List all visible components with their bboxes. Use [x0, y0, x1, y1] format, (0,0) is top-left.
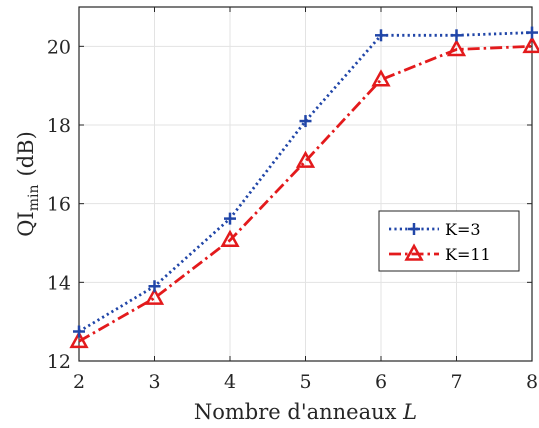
data-point-plus	[73, 325, 85, 338]
x-tick-label: 7	[450, 371, 462, 393]
series-K=11	[69, 35, 539, 349]
y-axis-label-subscript: min	[26, 184, 42, 211]
legend-label: K=11	[445, 245, 491, 264]
data-point-plus	[450, 29, 463, 42]
data-point-triangle	[220, 229, 240, 247]
data-point-plus	[224, 212, 236, 225]
x-tick-label: 3	[148, 371, 160, 393]
data-point-triangle	[522, 35, 539, 54]
x-axis-label-variable: L	[402, 400, 417, 424]
data-point-plus	[148, 280, 161, 293]
legend-box	[378, 210, 520, 272]
x-tick-label: 8	[526, 371, 538, 393]
y-tick-label: 12	[47, 351, 71, 373]
data-point-triangle	[69, 330, 89, 349]
data-point-triangle	[371, 69, 391, 87]
series-line	[78, 44, 533, 343]
legend-label: K=3	[445, 220, 481, 239]
y-tick-label: 18	[47, 115, 71, 137]
y-axis-label: QImin (dB)	[14, 131, 42, 237]
y-tick-label: 20	[47, 36, 71, 58]
x-tick-label: 4	[224, 371, 236, 393]
data-point-plus	[375, 29, 387, 42]
y-axis-label-unit: (dB)	[14, 131, 38, 176]
grid-lines	[78, 7, 533, 362]
legend-item: K=11	[389, 243, 491, 264]
legend-item: K=3	[389, 220, 481, 239]
data-point-plus	[526, 26, 538, 39]
data-point-plus	[408, 223, 420, 235]
x-axis-label: Nombre d'anneaux L	[194, 400, 417, 424]
data-point-triangle	[404, 243, 424, 261]
y-tick-label: 14	[47, 272, 71, 294]
y-tick-label: 16	[47, 194, 71, 216]
y-axis-label-base: QI	[14, 211, 38, 237]
data-point-triangle	[295, 150, 316, 168]
series-group	[69, 26, 539, 349]
data-point-plus	[299, 115, 312, 128]
data-point-triangle	[144, 287, 165, 305]
x-tick-label: 5	[299, 371, 311, 393]
legend: K=3 K=11	[378, 210, 520, 272]
x-tick-label: 6	[375, 371, 387, 393]
data-point-triangle	[446, 38, 467, 57]
x-tick-label: 2	[73, 371, 85, 393]
x-axis-label-text: Nombre d'anneaux	[194, 400, 403, 424]
series-K=3	[73, 26, 538, 338]
axis-ticks: 2 3 4 5 6 7 8 12 14 16 18 20	[47, 7, 538, 393]
